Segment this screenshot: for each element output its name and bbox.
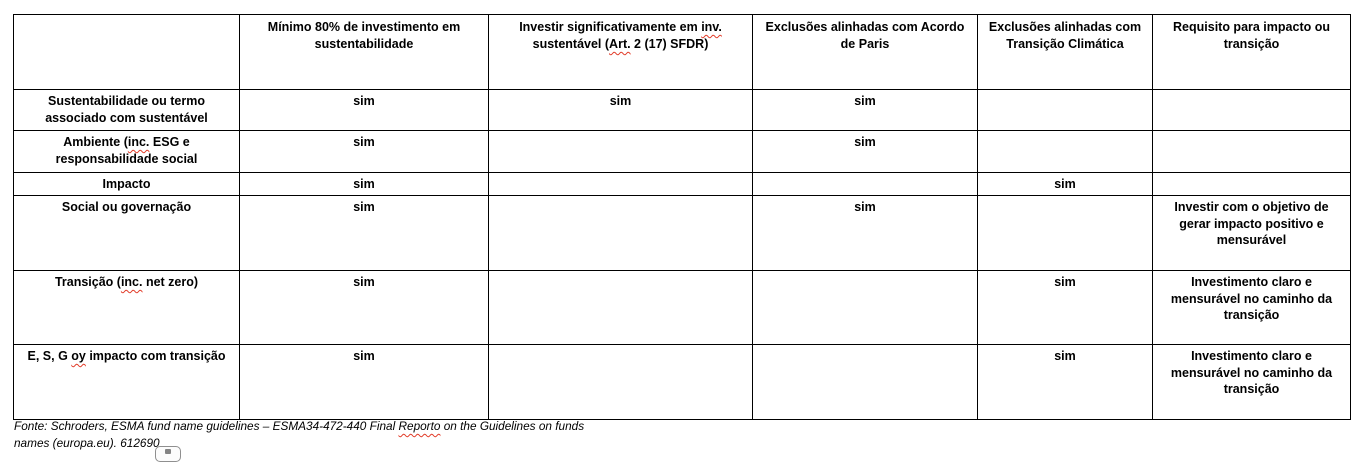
value-cell: sim: [239, 130, 489, 173]
text-run: Transição (: [54, 274, 121, 289]
misspelled-word: oy: [71, 348, 86, 363]
value-cell: [488, 194, 753, 271]
text-run: sim: [854, 199, 876, 214]
value-cell: Investimento claro e mensurável no camin…: [1152, 343, 1351, 420]
column-header-paris-aligned-exclusions: Exclusões alinhadas com Acordo de Paris: [752, 14, 978, 90]
text-run: Sustentabilidade ou termo associado com …: [45, 94, 208, 125]
text-run: sim: [1054, 177, 1076, 191]
table-row: E, S, G oy impacto com transição sim sim In…: [13, 343, 1351, 420]
value-cell: [752, 172, 978, 196]
value-cell: sim: [752, 89, 978, 131]
table-body: Sustentabilidade ou termo associado com …: [13, 89, 1351, 420]
column-header-row-label: [13, 14, 240, 90]
fund-name-guidelines-table: Mínimo 80% de investimento em sustentabi…: [13, 14, 1351, 420]
value-cell: sim: [239, 89, 489, 131]
row-label-cell: Sustentabilidade ou termo associado com …: [13, 89, 240, 131]
row-label-cell: E, S, G oy impacto com transição: [13, 343, 240, 420]
misspelled-word: inc.: [127, 135, 150, 149]
value-cell: [488, 269, 753, 345]
column-header-min-80-sustainability: Mínimo 80% de investimento em sustentabi…: [239, 14, 489, 90]
value-cell: [977, 130, 1153, 173]
text-run: sim: [353, 274, 375, 289]
value-cell: [488, 130, 753, 173]
value-cell: sim: [239, 343, 489, 420]
column-header-impact-transition-requirement: Requisito para impacto ou transição: [1152, 14, 1351, 90]
value-cell: [752, 343, 978, 420]
misspelled-word: Reporto: [398, 419, 441, 433]
text-run: Investir significativamente em: [519, 20, 702, 34]
value-cell: [1152, 130, 1351, 173]
value-cell: sim: [239, 269, 489, 345]
value-cell: sim: [239, 172, 489, 196]
value-cell: sim: [752, 130, 978, 173]
text-run: Fonte: Schroders, ESMA fund name guideli…: [14, 419, 399, 433]
value-cell: [488, 172, 753, 196]
text-run: sim: [609, 94, 632, 108]
value-cell: sim: [752, 194, 978, 271]
table-row: Sustentabilidade ou termo associado com …: [13, 89, 1351, 131]
row-label-cell: Impacto: [13, 172, 240, 196]
text-run: sim: [854, 94, 876, 108]
text-run: Ambiente (: [63, 135, 128, 149]
text-run: sim: [353, 135, 375, 149]
value-cell: sim: [977, 343, 1153, 420]
table-row: Impacto sim sim: [13, 172, 1351, 196]
value-cell: sim: [977, 172, 1153, 196]
text-run: sim: [353, 199, 375, 214]
text-run: Requisito para impacto ou transição: [1173, 20, 1330, 51]
text-run: ESG e responsabilidade social: [55, 135, 198, 166]
text-run: sim: [353, 348, 375, 363]
text-run: Mínimo 80% de investimento em sustentabi…: [267, 20, 461, 51]
text-run: Exclusões alinhadas com Acordo de Paris: [765, 20, 965, 51]
text-run: Investimento claro e mensurável no camin…: [1170, 348, 1333, 397]
text-run: sim: [1054, 348, 1076, 363]
cropped-control[interactable]: [155, 446, 181, 462]
value-cell: Investir com o objetivo de gerar impacto…: [1152, 194, 1351, 271]
row-label-cell: Transição (inc. net zero): [13, 269, 240, 345]
text-run: sim: [854, 135, 876, 149]
column-header-climate-transition-exclusions: Exclusões alinhadas com Transição Climát…: [977, 14, 1153, 90]
text-run: sim: [1054, 274, 1076, 289]
text-run: names (europa.eu). 612690: [14, 435, 160, 450]
text-run: net zero): [142, 274, 199, 289]
value-cell: sim: [977, 269, 1153, 345]
text-run: on the Guidelines on funds: [440, 419, 585, 433]
source-note: Fonte: Schroders, ESMA fund name guideli…: [14, 418, 584, 451]
text-run: 2 (17) SFDR): [630, 36, 709, 51]
text-run: impacto com transição: [85, 348, 226, 363]
text-run: Impacto: [102, 177, 151, 191]
column-header-significant-sustainable-investment: Investir significativamente em inv. sust…: [488, 14, 753, 90]
text-run: Investimento claro e mensurável no camin…: [1170, 274, 1333, 323]
table-row: Social ou governação sim sim Investir com o…: [13, 194, 1351, 271]
misspelled-word: Art.: [609, 36, 631, 51]
value-cell: sim: [488, 89, 753, 131]
value-cell: [977, 89, 1153, 131]
value-cell: [488, 343, 753, 420]
text-run: Investir com o objetivo de gerar impacto…: [1174, 199, 1329, 248]
misspelled-word: inc.: [120, 274, 143, 289]
table-header-row: Mínimo 80% de investimento em sustentabi…: [13, 14, 1351, 90]
value-cell: [752, 269, 978, 345]
value-cell: sim: [239, 194, 489, 271]
text-run: sim: [353, 94, 375, 108]
table-row: Transição (inc. net zero) sim sim Investime…: [13, 269, 1351, 345]
text-run: E, S, G: [27, 348, 72, 363]
cropped-control-icon: [165, 449, 171, 454]
text-run: sustentável (: [532, 36, 610, 51]
text-run: Exclusões alinhadas com Transição Climát…: [988, 20, 1142, 51]
text-run: sim: [353, 177, 375, 191]
value-cell: Investimento claro e mensurável no camin…: [1152, 269, 1351, 345]
row-label-cell: Ambiente (inc. ESG e responsabilidade so…: [13, 130, 240, 173]
text-run: Social ou governação: [61, 199, 192, 214]
row-label-cell: Social ou governação: [13, 194, 240, 271]
value-cell: [1152, 89, 1351, 131]
value-cell: [977, 194, 1153, 271]
misspelled-word: inv.: [701, 20, 722, 34]
value-cell: [1152, 172, 1351, 196]
table-row: Ambiente (inc. ESG e responsabilidade so…: [13, 130, 1351, 173]
